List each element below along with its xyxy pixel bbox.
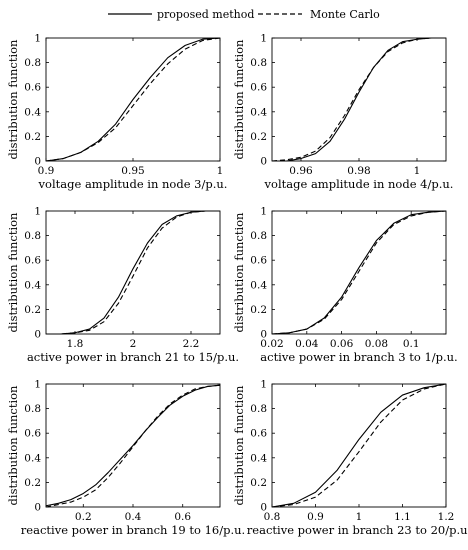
x-tick-label: 0.4 bbox=[125, 511, 142, 523]
y-tick-label: 0.6 bbox=[24, 255, 41, 267]
plot-frame bbox=[271, 383, 447, 508]
series-line-proposed-method bbox=[271, 383, 447, 508]
plot-frame bbox=[271, 37, 447, 162]
y-tick-label: 0.6 bbox=[24, 428, 41, 440]
series-line-proposed-method bbox=[272, 37, 446, 162]
y-tick-label: 0.2 bbox=[250, 304, 267, 316]
y-tick-label: 0.4 bbox=[250, 106, 267, 118]
series-line-proposed-method bbox=[45, 384, 221, 507]
series-line-proposed-method bbox=[46, 210, 220, 335]
y-tick-label: 0.8 bbox=[24, 57, 41, 69]
y-tick-label: 0.6 bbox=[250, 82, 267, 94]
x-tick-label: 0.9 bbox=[307, 511, 324, 523]
x-axis-label: voltage amplitude in node 4/p.u. bbox=[264, 177, 454, 191]
x-tick-label: 0.1 bbox=[403, 338, 420, 350]
y-tick-label: 0 bbox=[34, 329, 41, 341]
x-tick-label: 0.08 bbox=[365, 338, 388, 350]
y-axis-label: distribution function bbox=[232, 385, 246, 506]
y-tick-label: 0.2 bbox=[24, 131, 41, 143]
series-line-monte-carlo bbox=[271, 210, 447, 335]
y-axis-label: distribution function bbox=[232, 212, 246, 333]
series-line-proposed-method bbox=[45, 37, 221, 162]
x-tick-label: 1.1 bbox=[394, 511, 411, 523]
plot-frame bbox=[45, 210, 221, 335]
x-axis-label: voltage amplitude in node 3/p.u. bbox=[38, 177, 228, 191]
y-tick-label: 0 bbox=[260, 329, 267, 341]
x-tick-label: 0.2 bbox=[75, 511, 92, 523]
x-tick-label: 1.8 bbox=[67, 338, 84, 350]
series-line-monte-carlo bbox=[45, 37, 221, 162]
plot-frame bbox=[271, 210, 447, 335]
chart-panel-4: 0 0.2 0.4 0.6 0.8 1 0.02 0.04 0.06 0.08 0.1active … bbox=[232, 206, 458, 365]
y-tick-label: 0.8 bbox=[24, 230, 41, 242]
x-tick-label: 0.06 bbox=[330, 338, 354, 350]
y-tick-label: 0 bbox=[34, 156, 41, 168]
y-tick-label: 1 bbox=[34, 379, 41, 391]
y-tick-label: 0.8 bbox=[250, 57, 267, 69]
y-axis-label: distribution function bbox=[6, 385, 20, 506]
x-tick-label: 0.02 bbox=[260, 338, 283, 350]
series-line-monte-carlo bbox=[46, 210, 220, 335]
y-tick-label: 0.8 bbox=[24, 403, 41, 415]
y-tick-label: 1 bbox=[260, 379, 267, 391]
y-tick-label: 0.8 bbox=[250, 230, 267, 242]
y-tick-label: 0.4 bbox=[24, 452, 41, 464]
y-tick-label: 0.6 bbox=[24, 82, 41, 94]
x-axis-label: active power in branch 3 to 1/p.u. bbox=[260, 350, 457, 364]
y-tick-label: 0.2 bbox=[250, 477, 267, 489]
y-tick-label: 0.4 bbox=[24, 106, 41, 118]
y-tick-label: 1 bbox=[34, 33, 41, 45]
x-tick-label: 2.2 bbox=[183, 338, 200, 350]
y-tick-label: 1 bbox=[34, 206, 41, 218]
y-tick-label: 0 bbox=[260, 502, 267, 514]
y-tick-label: 0.6 bbox=[250, 428, 267, 440]
y-tick-label: 0.4 bbox=[24, 279, 41, 291]
y-tick-label: 0.2 bbox=[24, 304, 41, 316]
x-tick-label: 0.8 bbox=[264, 511, 281, 523]
y-axis-label: distribution function bbox=[6, 212, 20, 333]
y-tick-label: 0.4 bbox=[250, 279, 267, 291]
y-axis-label: distribution function bbox=[6, 39, 20, 160]
y-tick-label: 1 bbox=[260, 33, 267, 45]
y-axis-label: distribution function bbox=[232, 39, 246, 160]
y-tick-label: 0 bbox=[260, 156, 267, 168]
y-tick-label: 1 bbox=[260, 206, 267, 218]
x-tick-label: 1 bbox=[414, 165, 421, 177]
x-tick-label: 1 bbox=[217, 165, 224, 177]
x-tick-label: 0.9 bbox=[38, 165, 55, 177]
x-tick-label: 0.98 bbox=[347, 165, 370, 177]
y-tick-label: 0 bbox=[34, 502, 41, 514]
series-line-monte-carlo bbox=[271, 37, 446, 162]
y-tick-label: 0.2 bbox=[24, 477, 41, 489]
x-axis-label: active power in branch 21 to 15/p.u. bbox=[27, 350, 239, 364]
x-axis-label: reactive power in branch 23 to 20/p.u. bbox=[247, 523, 468, 537]
x-tick-label: 0.6 bbox=[174, 511, 191, 523]
x-tick-label: 2 bbox=[130, 338, 137, 350]
x-axis-label: reactive power in branch 19 to 16/p.u. bbox=[21, 523, 245, 537]
y-tick-label: 0.4 bbox=[250, 452, 267, 464]
series-line-monte-carlo bbox=[271, 383, 447, 508]
legend-label-monte-carlo: Monte Carlo bbox=[310, 8, 380, 21]
y-tick-label: 0.6 bbox=[250, 255, 267, 267]
x-tick-label: 0.96 bbox=[289, 165, 313, 177]
y-tick-label: 0.8 bbox=[250, 403, 267, 415]
legend-label-proposed-method: proposed method bbox=[157, 8, 254, 21]
x-tick-label: 1 bbox=[356, 511, 363, 523]
series-line-proposed-method bbox=[271, 210, 447, 335]
x-tick-label: 0.95 bbox=[121, 165, 144, 177]
x-tick-label: 0.04 bbox=[295, 338, 319, 350]
legend: proposed method Monte Carlo bbox=[108, 8, 380, 21]
y-tick-label: 0.2 bbox=[250, 131, 267, 143]
x-tick-label: 1.2 bbox=[438, 511, 455, 523]
